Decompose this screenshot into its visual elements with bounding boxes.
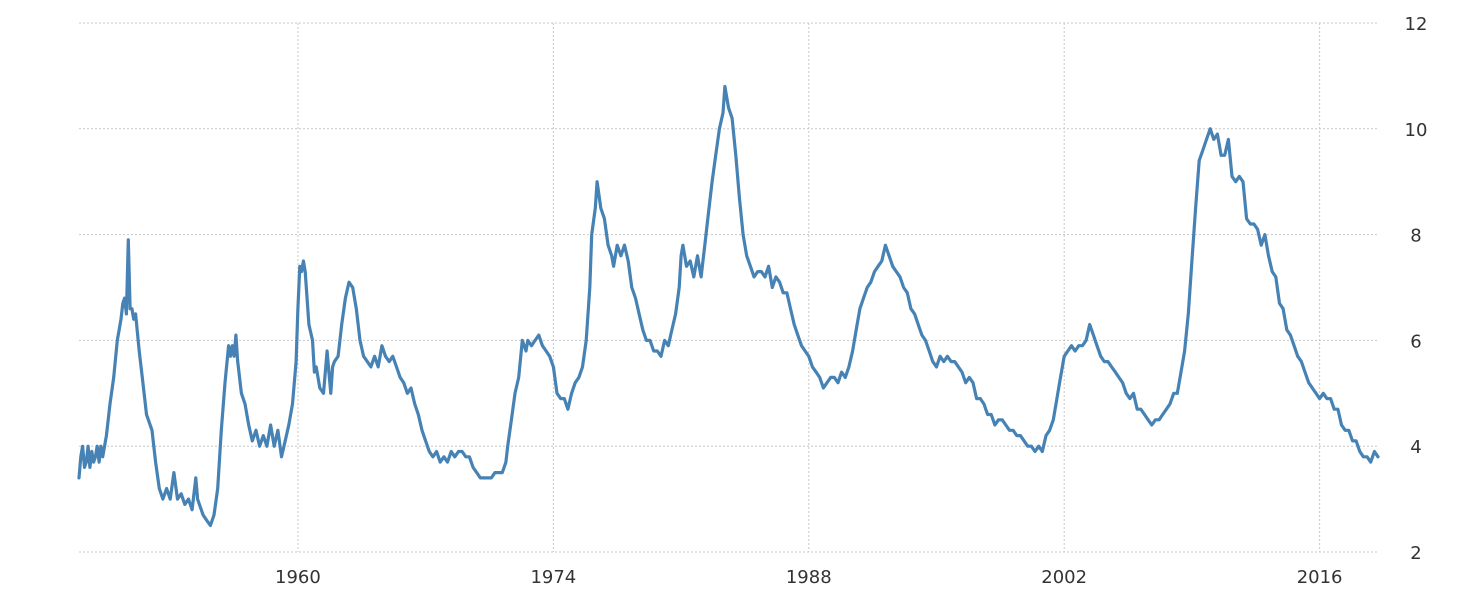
y-axis: 2 4 6 8 10 12 [1405, 14, 1428, 564]
y-tick-label: 2 [1410, 543, 1421, 564]
x-tick-label: 1974 [530, 567, 576, 588]
y-tick-label: 12 [1405, 14, 1428, 35]
y-tick-label: 6 [1410, 331, 1421, 352]
x-tick-label: 1960 [275, 567, 321, 588]
y-tick-label: 8 [1410, 226, 1421, 247]
series-layer [77, 84, 1380, 528]
x-tick-label: 2002 [1041, 567, 1087, 588]
x-tick-label: 1988 [786, 567, 832, 588]
x-tick-label: 2016 [1297, 567, 1343, 588]
x-axis: 1960 1974 1988 2002 2016 [275, 567, 1342, 588]
y-tick-label: 4 [1410, 437, 1421, 458]
series-line [77, 84, 1380, 528]
y-tick-label: 10 [1405, 120, 1428, 141]
